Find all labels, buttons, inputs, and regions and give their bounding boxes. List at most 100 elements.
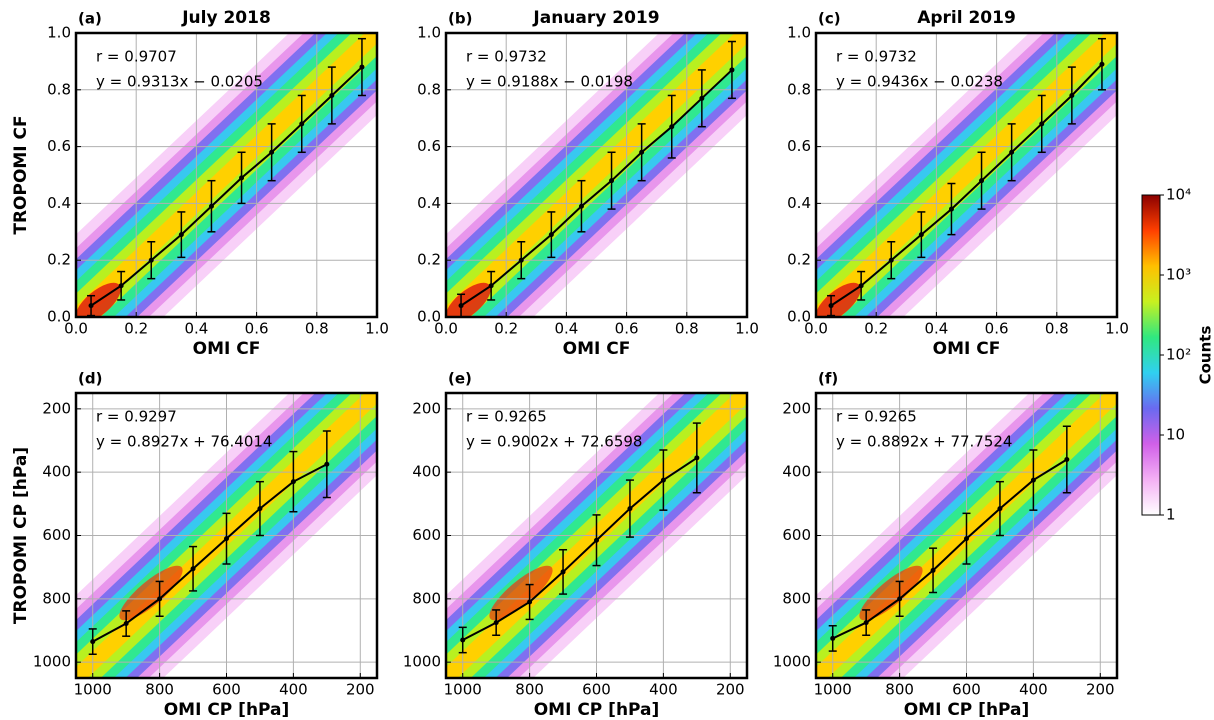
mean-point: [190, 566, 196, 572]
y-tick-label: 400: [782, 463, 811, 481]
x-tick-label: 600: [952, 681, 981, 699]
panel-label: (f): [818, 370, 838, 388]
mean-point: [458, 303, 464, 309]
mean-point: [118, 283, 124, 289]
density-band: [816, 393, 1117, 678]
mean-point: [257, 506, 263, 512]
y-tick-label: 0.6: [787, 137, 811, 155]
y-tick-label: 600: [42, 526, 71, 544]
annotation: y = 0.9002x + 72.6598: [466, 433, 642, 451]
y-tick-label: 400: [412, 463, 441, 481]
y-tick-label: 800: [782, 589, 811, 607]
density-map: [816, 33, 1117, 317]
x-tick-label: 0.8: [305, 320, 329, 338]
mean-point: [239, 175, 245, 181]
mean-point: [828, 303, 834, 309]
mean-point: [329, 92, 335, 98]
y-tick-label: 0.8: [787, 80, 811, 98]
mean-point: [324, 461, 330, 467]
mean-point: [699, 95, 705, 101]
mean-point: [299, 121, 305, 127]
mean-point: [148, 257, 154, 263]
x-tick-label: 0.2: [124, 320, 148, 338]
mean-point: [1009, 149, 1015, 155]
mean-point: [1099, 61, 1105, 67]
y-tick-label: 200: [42, 399, 71, 417]
y-tick-label: 0.8: [47, 80, 71, 98]
mean-point: [90, 639, 96, 645]
x-tick-label: 800: [515, 681, 544, 699]
x-tick-label: 0.6: [615, 320, 639, 338]
y-axis-label: TROPOMI CF: [11, 115, 31, 234]
x-axis-label: OMI CF: [193, 339, 261, 359]
mean-point: [729, 67, 735, 73]
x-axis-label: OMI CP [hPa]: [164, 700, 290, 720]
density-peak: [859, 565, 923, 621]
plot-frame: [444, 391, 749, 680]
density-band: [816, 33, 1117, 317]
mean-line: [460, 69, 733, 307]
colorbar-tick-label: 10³: [1166, 266, 1191, 284]
plot-frame: [444, 31, 749, 319]
x-tick-label: 800: [145, 681, 174, 699]
mean-point: [290, 479, 296, 485]
mean-point: [948, 206, 954, 212]
mean-point: [930, 567, 936, 573]
x-tick-label: 0.4: [554, 320, 578, 338]
x-tick-label: 200: [346, 681, 375, 699]
annotation: y = 0.9188x − 0.0198: [466, 73, 633, 91]
density-map: [446, 393, 747, 678]
y-axis-label: TROPOMI CP [hPa]: [11, 447, 31, 624]
x-tick-label: 400: [649, 681, 678, 699]
mean-point: [639, 149, 645, 155]
density-band: [446, 33, 747, 317]
y-tick-label: 200: [782, 399, 811, 417]
mean-point: [560, 569, 566, 575]
mean-point: [224, 536, 229, 542]
x-tick-label: 1000: [444, 681, 482, 699]
mean-line: [830, 63, 1103, 307]
panel-label: (e): [448, 370, 472, 388]
x-tick-label: 600: [212, 681, 241, 699]
panel-label: (d): [78, 370, 102, 388]
mean-point: [694, 455, 700, 461]
colorbar-tick-label: 1: [1166, 506, 1176, 524]
x-tick-label: 800: [885, 681, 914, 699]
mean-point: [493, 620, 499, 626]
mean-point: [918, 232, 924, 238]
mean-point: [863, 620, 869, 626]
mean-point: [1039, 121, 1045, 127]
mean-point: [488, 283, 494, 289]
mean-point: [897, 596, 903, 602]
mean-point: [979, 178, 985, 184]
annotation: r = 0.9732: [466, 48, 547, 66]
y-tick-label: 0.2: [47, 251, 71, 269]
x-axis-label: OMI CP [hPa]: [534, 700, 660, 720]
x-tick-label: 1.0: [735, 320, 759, 338]
annotation: r = 0.9297: [96, 408, 177, 426]
plot-frame: [74, 391, 379, 680]
x-tick-label: 0.4: [924, 320, 948, 338]
y-tick-label: 0.4: [47, 194, 71, 212]
x-axis-label: OMI CF: [563, 339, 631, 359]
y-tick-label: 0.4: [787, 194, 811, 212]
x-tick-label: 0.2: [494, 320, 518, 338]
y-tick-label: 0.2: [417, 251, 441, 269]
mean-point: [359, 64, 365, 70]
annotation: y = 0.8892x + 77.7524: [836, 433, 1012, 451]
density-peak: [489, 565, 553, 621]
colorbar-tick-label: 10: [1166, 426, 1185, 444]
mean-line: [92, 463, 328, 643]
mean-point: [157, 596, 163, 602]
mean-point: [269, 149, 275, 155]
density-band: [76, 33, 377, 317]
mean-point: [997, 506, 1003, 512]
mean-point: [830, 635, 836, 641]
mean-point: [594, 537, 599, 543]
density-peak: [119, 565, 183, 621]
y-tick-label: 1.0: [787, 24, 811, 42]
mean-point: [627, 506, 633, 512]
mean-point: [964, 536, 969, 542]
mean-point: [178, 232, 184, 238]
